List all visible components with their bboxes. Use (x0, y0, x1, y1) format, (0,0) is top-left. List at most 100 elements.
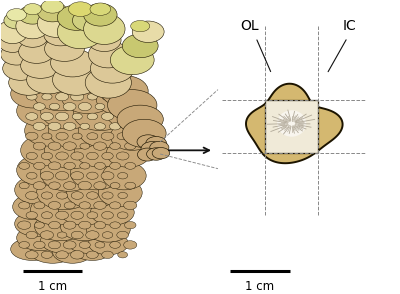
Ellipse shape (44, 23, 77, 46)
Ellipse shape (124, 142, 136, 150)
Ellipse shape (48, 112, 104, 149)
Ellipse shape (40, 228, 88, 253)
Ellipse shape (87, 93, 98, 100)
Ellipse shape (18, 28, 48, 47)
Ellipse shape (52, 241, 92, 263)
Ellipse shape (42, 212, 52, 219)
Ellipse shape (87, 172, 98, 179)
Ellipse shape (124, 241, 137, 249)
Ellipse shape (63, 241, 76, 249)
Ellipse shape (56, 192, 68, 199)
Ellipse shape (11, 80, 54, 108)
Ellipse shape (11, 238, 54, 260)
Ellipse shape (4, 12, 29, 29)
Ellipse shape (26, 191, 38, 200)
Ellipse shape (109, 123, 121, 130)
Ellipse shape (101, 132, 114, 140)
Ellipse shape (116, 93, 129, 101)
Ellipse shape (56, 152, 68, 160)
Ellipse shape (41, 251, 52, 258)
Ellipse shape (26, 93, 37, 100)
Ellipse shape (19, 40, 54, 64)
Ellipse shape (122, 119, 166, 148)
Ellipse shape (26, 113, 38, 120)
Ellipse shape (34, 213, 86, 241)
Ellipse shape (56, 171, 69, 180)
Ellipse shape (86, 251, 98, 258)
Ellipse shape (94, 142, 106, 150)
Ellipse shape (18, 202, 30, 209)
Ellipse shape (87, 212, 98, 219)
Ellipse shape (48, 241, 61, 249)
Ellipse shape (102, 162, 146, 190)
Ellipse shape (57, 5, 96, 30)
Ellipse shape (56, 112, 69, 121)
Ellipse shape (18, 83, 31, 91)
Ellipse shape (277, 110, 306, 137)
Ellipse shape (102, 192, 113, 199)
Ellipse shape (57, 15, 104, 49)
Ellipse shape (80, 143, 90, 149)
Ellipse shape (88, 41, 128, 68)
Ellipse shape (95, 103, 105, 110)
Ellipse shape (102, 93, 113, 100)
Ellipse shape (17, 155, 64, 186)
Ellipse shape (34, 83, 44, 90)
Ellipse shape (122, 34, 158, 58)
Ellipse shape (90, 3, 111, 15)
Ellipse shape (110, 241, 120, 248)
Ellipse shape (17, 95, 64, 126)
Ellipse shape (26, 132, 38, 140)
Ellipse shape (24, 4, 41, 15)
Ellipse shape (146, 136, 166, 150)
Ellipse shape (79, 241, 90, 248)
Ellipse shape (98, 178, 142, 207)
Ellipse shape (48, 122, 61, 131)
Ellipse shape (87, 133, 98, 140)
Ellipse shape (48, 162, 61, 170)
Ellipse shape (33, 142, 46, 150)
Ellipse shape (132, 21, 164, 42)
Ellipse shape (34, 103, 45, 110)
Ellipse shape (9, 70, 48, 95)
Ellipse shape (106, 139, 150, 167)
Ellipse shape (19, 162, 30, 169)
Ellipse shape (110, 143, 120, 149)
Text: IC: IC (343, 19, 356, 33)
Ellipse shape (17, 225, 64, 250)
Ellipse shape (56, 132, 68, 140)
Ellipse shape (64, 182, 76, 190)
Ellipse shape (78, 181, 92, 190)
Ellipse shape (78, 113, 130, 148)
Ellipse shape (72, 133, 82, 139)
Ellipse shape (71, 152, 84, 160)
Ellipse shape (94, 201, 106, 209)
Ellipse shape (86, 231, 99, 239)
Ellipse shape (102, 113, 114, 120)
Ellipse shape (110, 202, 121, 209)
Ellipse shape (95, 83, 105, 90)
Ellipse shape (88, 232, 128, 255)
Ellipse shape (16, 14, 49, 39)
Ellipse shape (88, 29, 121, 51)
Ellipse shape (15, 211, 58, 236)
Ellipse shape (96, 84, 144, 115)
Ellipse shape (110, 222, 120, 228)
Ellipse shape (110, 45, 154, 75)
Ellipse shape (102, 251, 113, 258)
Ellipse shape (26, 231, 38, 239)
Ellipse shape (48, 201, 61, 209)
Ellipse shape (85, 67, 132, 98)
Ellipse shape (52, 64, 100, 95)
Ellipse shape (37, 9, 76, 37)
Ellipse shape (64, 162, 76, 170)
Ellipse shape (48, 142, 61, 150)
Ellipse shape (117, 231, 128, 239)
Ellipse shape (109, 103, 121, 110)
Ellipse shape (36, 176, 92, 210)
Ellipse shape (152, 148, 170, 159)
Ellipse shape (138, 148, 157, 161)
Ellipse shape (87, 113, 98, 120)
Ellipse shape (0, 34, 27, 52)
Ellipse shape (125, 123, 135, 129)
